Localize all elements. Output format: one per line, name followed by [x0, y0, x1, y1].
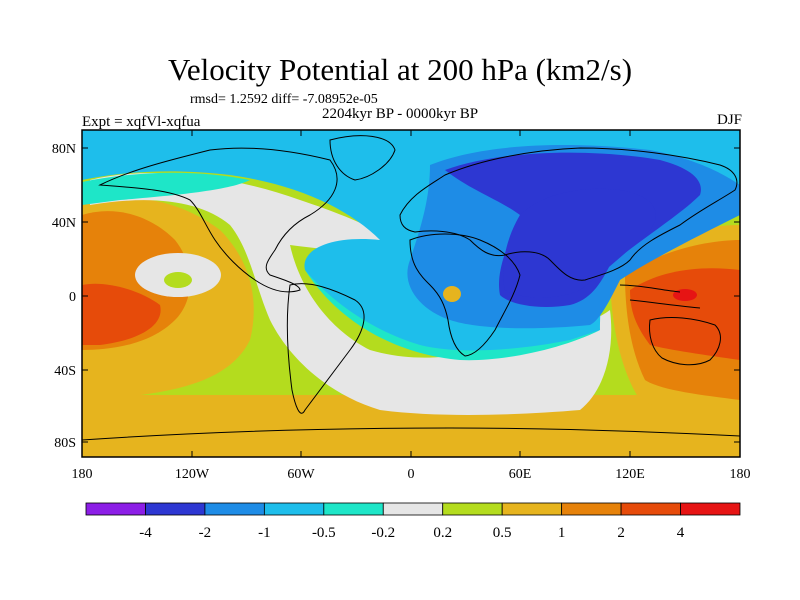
stats-line: rmsd= 1.2592 diff= -7.08952e-05 — [190, 92, 378, 107]
colorbar-label: -0.5 — [312, 525, 336, 541]
colorbar-label: 4 — [677, 525, 685, 541]
lon-label: 180 — [730, 467, 751, 482]
lat-label: 40N — [52, 216, 76, 231]
lon-label: 0 — [408, 467, 415, 482]
lat-label: 80S — [54, 436, 76, 451]
season-label: DJF — [716, 112, 742, 128]
lon-label: 60W — [287, 467, 315, 482]
colorbar-swatch — [501, 502, 563, 516]
colorbar-swatch — [442, 502, 503, 516]
colorbar-swatch — [382, 502, 444, 516]
colorbar-label: 2 — [617, 525, 625, 541]
lat-label: 0 — [69, 290, 76, 305]
colorbar-swatch — [263, 502, 325, 516]
colorbar-label: 0.2 — [433, 525, 452, 541]
lat-label: 40S — [54, 364, 76, 379]
colorbar: -4 -2 -1 -0.5 -0.2 0.2 0.5 1 2 4 — [85, 502, 741, 541]
experiment-label: Expt = xqfVl-xqfua — [82, 114, 201, 130]
period-label: 2204kyr BP - 0000kyr BP — [322, 106, 479, 122]
colorbar-swatch — [85, 502, 146, 516]
tick-marks — [81, 130, 741, 457]
longitude-labels: 180 120W 60W 0 60E 120E 180 — [72, 467, 751, 482]
lon-label: 180 — [72, 467, 93, 482]
map-title: Velocity Potential at 200 hPa (km2/s) — [167, 52, 633, 87]
contour-field — [82, 130, 740, 457]
colorbar-swatch — [145, 502, 206, 516]
colorbar-label: -0.2 — [371, 525, 395, 541]
colorbar-swatch — [680, 502, 741, 516]
colorbar-swatch — [561, 502, 622, 516]
colorbar-swatch — [204, 502, 265, 516]
colorbar-label: 0.5 — [493, 525, 512, 541]
colorbar-swatch — [323, 502, 384, 516]
colorbar-swatch — [620, 502, 681, 516]
lat-label: 80N — [52, 142, 76, 157]
latitude-labels: 80N 40N 0 40S 80S — [52, 142, 76, 451]
colorbar-label: -2 — [199, 525, 212, 541]
lon-label: 120W — [175, 467, 210, 482]
coastlines — [82, 135, 740, 441]
colorbar-label: -1 — [258, 525, 271, 541]
colorbar-label: -4 — [139, 525, 152, 541]
colorbar-label: 1 — [558, 525, 566, 541]
lon-label: 120E — [615, 467, 645, 482]
lon-label: 60E — [509, 467, 532, 482]
